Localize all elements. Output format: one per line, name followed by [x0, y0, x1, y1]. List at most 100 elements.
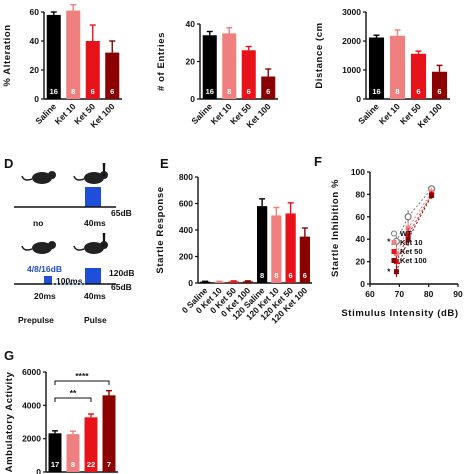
n-label: 6 [289, 271, 293, 280]
y-tick-label: 6000 [22, 367, 41, 377]
pulse-time-label-2: 40ms [84, 291, 106, 301]
y-tick-label: 40 [356, 234, 366, 244]
y-tick-label: 0 [34, 94, 39, 104]
db65-top-label: 65dB [111, 208, 132, 218]
bar [261, 76, 276, 99]
category-label: Ket 10 [377, 101, 402, 126]
y-axis-label: # of Entries [156, 32, 167, 91]
bar [84, 417, 98, 472]
y-tick-label: 100 [351, 167, 365, 177]
n-label: 22 [87, 460, 95, 469]
bar [410, 53, 427, 99]
y-axis-label: Ambulatory Activity [4, 371, 15, 472]
bar [214, 281, 225, 283]
legend-marker [391, 258, 397, 263]
bar [228, 281, 239, 283]
bar [85, 41, 100, 99]
bar [199, 281, 211, 283]
data-point [393, 269, 399, 275]
n-label: 17 [51, 460, 59, 469]
significance-bracket [54, 397, 92, 402]
legend-marker [391, 249, 397, 254]
y-tick-label: 3000 [342, 7, 361, 17]
mouse-icon [73, 241, 108, 254]
n-label: 8 [71, 460, 75, 469]
y-tick-label: 0 [360, 279, 365, 289]
n-label: 16 [50, 87, 58, 96]
data-point [429, 193, 435, 199]
bar [389, 35, 406, 99]
category-label: Saline [356, 101, 381, 126]
bar [242, 281, 254, 283]
x-tick-label: 60 [365, 289, 375, 299]
y-axis-label: Distance (cm [314, 22, 325, 88]
significance-bracket [54, 380, 110, 385]
n-label: 6 [110, 87, 114, 96]
panel-letter-e: E [160, 156, 169, 171]
y-tick-label: 4000 [22, 400, 41, 410]
n-label: 8 [227, 87, 231, 96]
x-tick-label: 90 [453, 289, 463, 299]
panel-d-schematic: D ! no 40ms 65dB ! 4/8/16dB [4, 156, 135, 325]
bar [256, 206, 268, 283]
panel-f-inhibition: F 0 20 40 60 80 100 60 70 80 90 Startle Inhibition … [314, 154, 463, 319]
y-tick-label: 2000 [22, 434, 41, 444]
significance-mark: * [387, 236, 391, 246]
significance-mark: **** [75, 371, 89, 381]
x-tick-label: 70 [395, 289, 405, 299]
y-tick-label: 60 [30, 7, 40, 17]
gap-label: 100ms [56, 276, 83, 286]
pulse-time-label: 40ms [84, 218, 106, 228]
y-tick-label: 2000 [342, 36, 361, 46]
y-axis-label: % Alteration [2, 24, 13, 86]
legend-label: Ket 50 [400, 247, 423, 256]
db65-bottom-label: 65dB [111, 282, 132, 292]
y-tick-label: 40 [186, 19, 196, 29]
n-label: 16 [206, 87, 214, 96]
bar [285, 213, 296, 283]
significance-mark: * [387, 267, 391, 277]
y-tick-label: 1000 [342, 65, 361, 75]
prepulse-levels-label: 4/8/16dB [27, 264, 62, 274]
legend-label: Ket 10 [400, 238, 423, 247]
pulse-block [85, 268, 101, 284]
bar [299, 236, 311, 283]
n-label: 7 [107, 460, 111, 469]
y-tick-label: 0 [356, 94, 361, 104]
y-tick-label: 400 [179, 225, 193, 235]
db120-label: 120dB [109, 268, 135, 278]
x-tick-label: 80 [424, 289, 434, 299]
data-point [405, 236, 411, 242]
n-label: 8 [274, 271, 278, 280]
panel-distance: 0 1000 2000 3000 Distance (cm 16 Saline 8 Ket 10… [314, 7, 450, 130]
y-tick-label: 80 [356, 189, 366, 199]
n-label: 8 [71, 87, 75, 96]
n-label: 6 [247, 87, 251, 96]
bar [46, 14, 61, 99]
significance-mark: ** [70, 388, 77, 398]
n-label: 16 [372, 87, 380, 96]
n-label: 6 [416, 87, 420, 96]
startle-exclaim: ! [101, 160, 107, 180]
y-axis-label: Startle Inhibition % [330, 179, 341, 277]
prepulse-time-label: 20ms [34, 291, 56, 301]
n-label: 6 [266, 87, 270, 96]
y-tick-label: 20 [30, 65, 40, 75]
series-line [395, 188, 432, 242]
x-axis-label: Stimulus Intensity (dB) [341, 308, 458, 319]
bar [202, 35, 217, 99]
panel-letter-g: G [4, 348, 14, 363]
bar [222, 33, 237, 99]
y-tick-label: 800 [179, 172, 193, 182]
y-tick-label: 0 [36, 467, 41, 474]
pulse-label: Pulse [84, 315, 107, 325]
legend-label: Ket 100 [400, 256, 427, 265]
y-tick-label: 20 [186, 57, 196, 67]
bar [66, 10, 81, 99]
no-pulse-label: no [33, 218, 43, 228]
y-tick-label: 20 [356, 257, 366, 267]
